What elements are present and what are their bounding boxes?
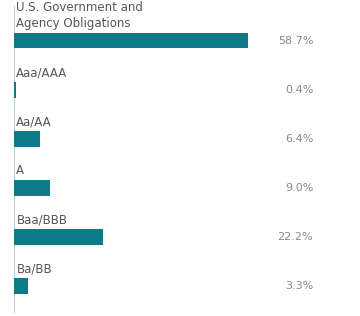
Bar <box>14 33 248 48</box>
Text: Ba/BB: Ba/BB <box>17 263 52 276</box>
Bar <box>14 229 103 245</box>
Bar <box>14 82 16 98</box>
Text: 22.2%: 22.2% <box>278 232 313 242</box>
Text: U.S. Government and
Agency Obligations: U.S. Government and Agency Obligations <box>17 1 143 30</box>
Bar <box>14 131 40 147</box>
Text: 0.4%: 0.4% <box>285 85 313 95</box>
Text: Aa/AA: Aa/AA <box>17 115 52 128</box>
Text: 6.4%: 6.4% <box>285 134 313 144</box>
Bar <box>14 278 28 294</box>
Text: 3.3%: 3.3% <box>285 281 313 291</box>
Text: 58.7%: 58.7% <box>278 36 313 46</box>
Bar <box>14 180 50 196</box>
Text: A: A <box>17 165 24 178</box>
Text: Aaa/AAA: Aaa/AAA <box>17 66 68 79</box>
Text: Baa/BBB: Baa/BBB <box>17 214 67 227</box>
Text: 9.0%: 9.0% <box>285 183 313 193</box>
